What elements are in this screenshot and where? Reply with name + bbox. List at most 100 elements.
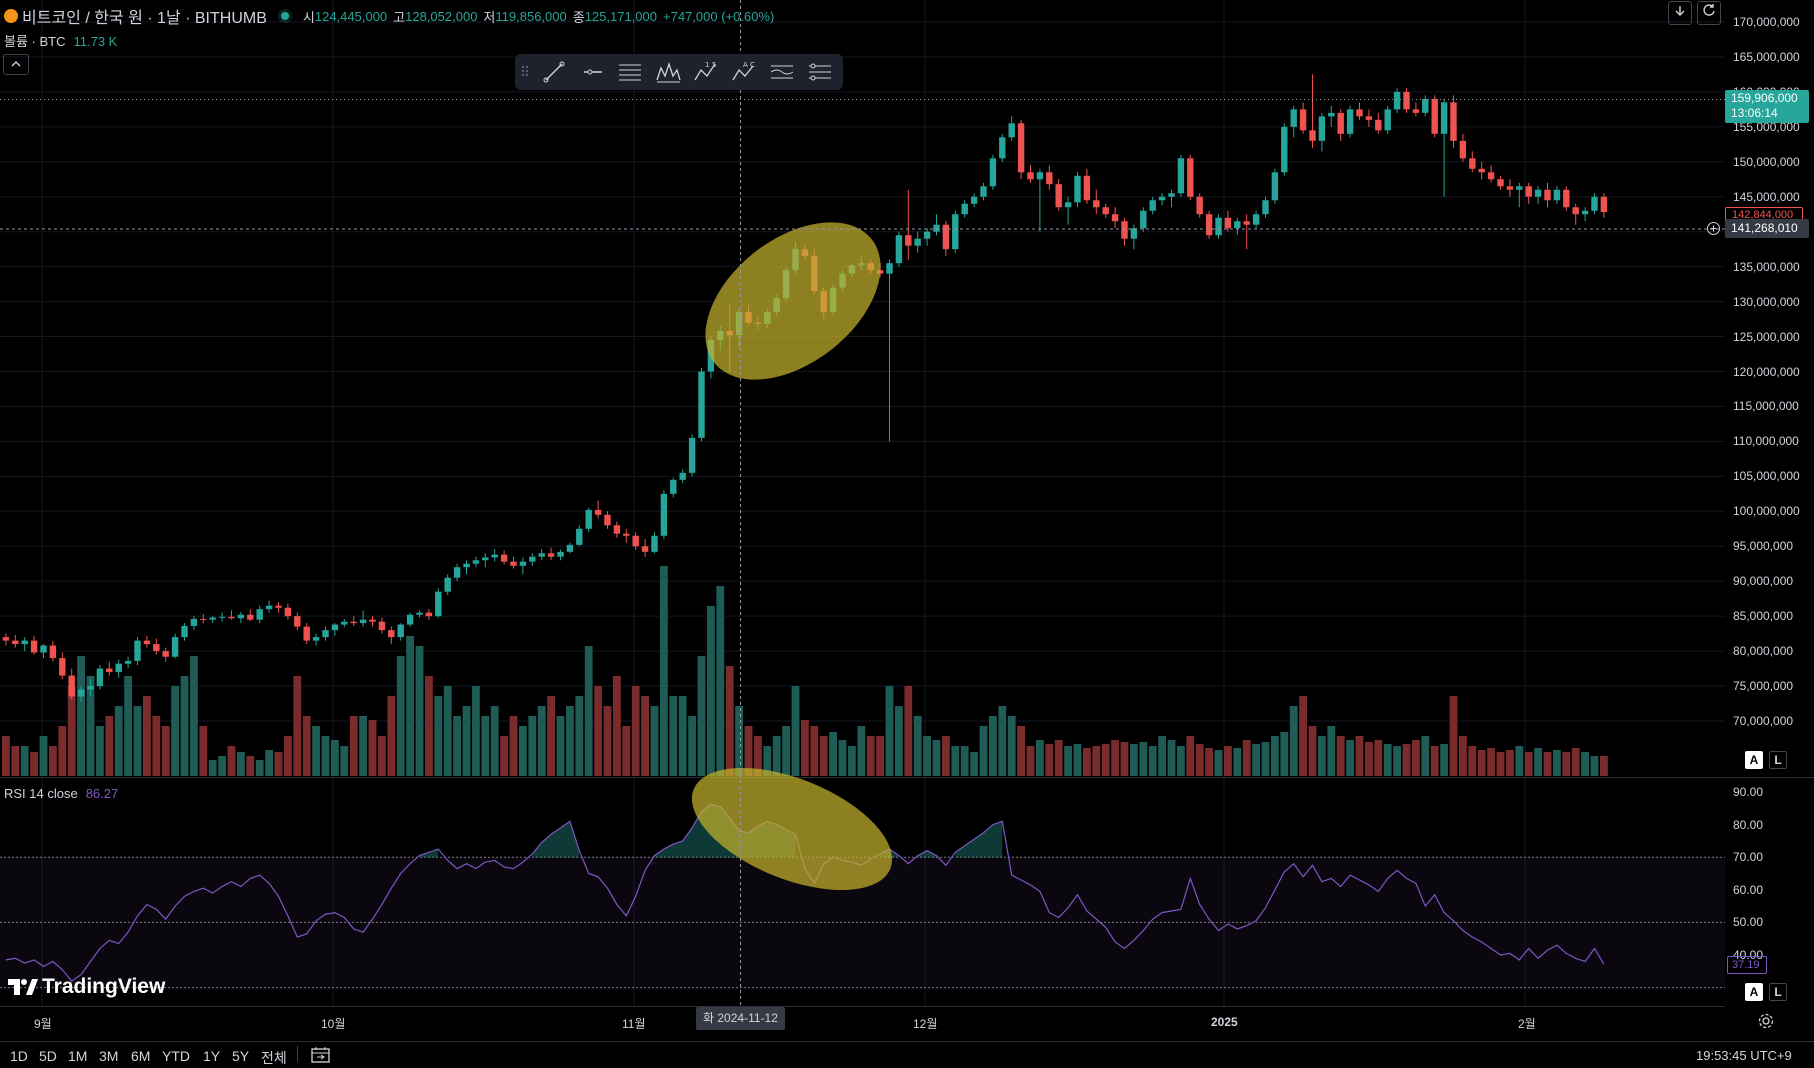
volume-bar xyxy=(1177,746,1185,776)
collapse-legend-button[interactable] xyxy=(3,54,29,75)
rsi-tick-label: 60.00 xyxy=(1733,882,1764,897)
volume-bar xyxy=(772,736,781,776)
reset-chart-button[interactable] xyxy=(1697,1,1721,25)
candle-body xyxy=(200,618,207,620)
trend-line-icon[interactable] xyxy=(535,56,573,88)
horizontal-ray-icon[interactable] xyxy=(573,56,611,88)
fib-retracement-icon[interactable] xyxy=(611,56,649,88)
candle-body xyxy=(359,619,367,624)
volume-bar xyxy=(1496,752,1505,776)
chart-settings-icon[interactable] xyxy=(1758,1013,1774,1034)
clock-time[interactable]: 19:53:45 UTC+9 xyxy=(1696,1048,1792,1063)
volume-bar xyxy=(180,676,189,776)
divider xyxy=(297,1046,298,1062)
add-alert-icon[interactable] xyxy=(1706,221,1721,236)
rsi-legend[interactable]: RSI 14 close 86.27 xyxy=(4,786,118,801)
volume-bar xyxy=(293,676,302,776)
price-tick-label: 85,000,000 xyxy=(1733,609,1794,624)
volume-legend[interactable]: 볼륨 · BTC 11.73 K xyxy=(4,31,117,50)
volume-bar xyxy=(190,656,198,776)
volume-bar xyxy=(556,716,565,776)
volume-bar xyxy=(39,736,48,776)
volume-value: 11.73 K xyxy=(73,34,118,49)
volume-bar xyxy=(143,696,151,776)
candle-body xyxy=(1017,123,1025,173)
rsi-tick-label: 90.00 xyxy=(1733,785,1764,799)
volume-bar xyxy=(312,726,320,776)
candle-body xyxy=(1299,109,1307,131)
settings-lines-icon[interactable] xyxy=(801,56,839,88)
low-label: 저 xyxy=(483,9,496,25)
candle-body xyxy=(989,158,997,187)
volume-bar xyxy=(1007,716,1016,776)
candle-body xyxy=(529,556,536,562)
tradingview-logo[interactable]: TradingView xyxy=(8,975,165,999)
range-6m-button[interactable]: 6M xyxy=(131,1048,151,1064)
candle-body xyxy=(30,640,38,653)
auto-scale-button[interactable]: A xyxy=(1745,751,1763,769)
log-scale-button[interactable]: L xyxy=(1769,751,1787,769)
time-axis[interactable]: 9월 10월 11월 12월 2025 2월 xyxy=(0,1006,1725,1041)
volume-bar xyxy=(923,736,931,776)
volume-bar xyxy=(1120,742,1129,776)
candle-body xyxy=(905,235,912,246)
volume-bar xyxy=(434,696,443,776)
date-range-calendar-icon[interactable] xyxy=(311,1046,330,1068)
candle-body xyxy=(1083,175,1091,201)
range-5y-button[interactable]: 5Y xyxy=(232,1048,250,1064)
volume-bar xyxy=(1026,746,1035,776)
volume-bar xyxy=(660,566,668,776)
candle-body xyxy=(228,616,235,619)
candle-body xyxy=(1572,207,1579,215)
volume-bar xyxy=(481,716,490,776)
volume-bar xyxy=(1487,748,1495,776)
market-status-icon[interactable] xyxy=(280,12,289,20)
range-1m-button[interactable]: 1M xyxy=(68,1048,88,1064)
candle-body xyxy=(651,535,658,552)
volume-bar xyxy=(96,726,104,776)
range-3m-button[interactable]: 3M xyxy=(99,1048,119,1064)
candle-body xyxy=(547,553,555,557)
volume-bar xyxy=(1562,752,1571,776)
range-all-button[interactable]: 전체 xyxy=(261,1050,287,1066)
candle-body xyxy=(237,614,245,619)
candle-body xyxy=(2,637,10,641)
volume-label: 볼륨 · BTC xyxy=(4,34,66,49)
symbol-title[interactable]: 비트코인 / 한국 원 · 1날 · BITHUMB xyxy=(22,10,267,27)
range-1y-button[interactable]: 1Y xyxy=(203,1048,221,1064)
volume-bar xyxy=(876,736,884,776)
scroll-to-latest-button[interactable] xyxy=(1668,1,1692,25)
candle-body xyxy=(1149,200,1156,211)
volume-bar xyxy=(453,716,461,776)
candle-body xyxy=(1337,112,1344,134)
rsi-auto-scale-button[interactable]: A xyxy=(1745,983,1763,1001)
volume-bar xyxy=(1214,750,1223,776)
volume-bar xyxy=(490,706,499,776)
elliott-wave-icon[interactable] xyxy=(649,56,687,88)
candle-body xyxy=(218,616,226,618)
candle-body xyxy=(40,645,47,653)
volume-bar xyxy=(1233,748,1242,776)
candle-body xyxy=(1469,158,1476,169)
parallel-channel-icon[interactable] xyxy=(763,56,801,88)
drag-handle-icon[interactable]: ⠿ xyxy=(519,63,531,80)
range-1d-button[interactable]: 1D xyxy=(10,1048,28,1064)
candle-body xyxy=(1027,172,1034,180)
candle-body xyxy=(1544,189,1551,201)
volume-bar xyxy=(1459,736,1467,776)
candle-body xyxy=(1516,186,1523,190)
candle-body xyxy=(613,525,621,534)
candle-body xyxy=(49,645,57,659)
x-label-nov: 11월 xyxy=(622,1017,646,1031)
volume-bar xyxy=(1355,736,1364,776)
rsi-log-scale-button[interactable]: L xyxy=(1769,983,1787,1001)
candle-body xyxy=(369,619,376,622)
candle-body xyxy=(1534,189,1542,197)
candle-body xyxy=(1553,189,1561,201)
range-5d-button[interactable]: 5D xyxy=(39,1048,57,1064)
volume-bar xyxy=(819,736,828,776)
range-ytd-button[interactable]: YTD xyxy=(162,1048,190,1064)
